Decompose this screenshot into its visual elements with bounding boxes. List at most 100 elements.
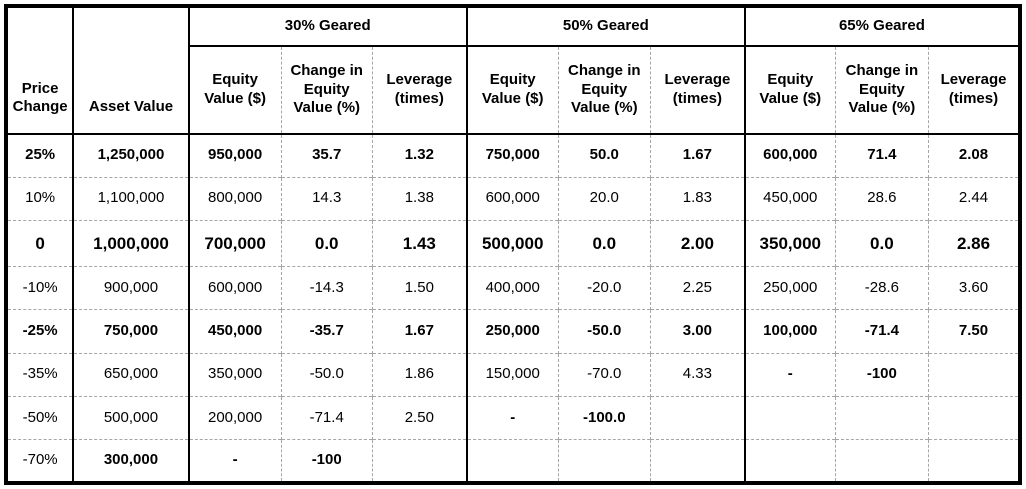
table-cell: 950,000 xyxy=(187,134,282,178)
table-cell: -70% xyxy=(6,439,74,483)
table-cell xyxy=(834,439,929,483)
table-cell: 1.67 xyxy=(371,309,467,354)
table-cell: 7.50 xyxy=(928,309,1020,354)
table-cell: -35% xyxy=(6,352,74,397)
table-cell xyxy=(743,439,836,483)
table-header: Price Change Asset Value 30% Geared 50% … xyxy=(6,6,1020,135)
sub-header-row: Equity Value ($) Change in Equity Value … xyxy=(6,46,1020,135)
table-cell: 1.32 xyxy=(371,134,467,178)
table-cell: 600,000 xyxy=(187,266,282,310)
table-cell xyxy=(743,395,836,440)
table-cell: 2.00 xyxy=(649,219,745,267)
table-cell xyxy=(928,352,1020,397)
table-cell: 2.86 xyxy=(928,219,1020,267)
table-cell: 2.08 xyxy=(928,134,1020,178)
table-cell: -50% xyxy=(6,395,74,440)
table-cell: 350,000 xyxy=(743,219,836,267)
table-cell: 1.43 xyxy=(371,219,467,267)
table-cell: -50.0 xyxy=(557,309,651,354)
table-cell: -100 xyxy=(280,439,373,483)
table-cell: 10% xyxy=(6,176,74,221)
table-cell: 350,000 xyxy=(187,352,282,397)
table-row: -35% 650,000 350,000 -50.0 1.86 150,000 -70.0 4… xyxy=(6,352,1020,397)
table-cell: 35.7 xyxy=(280,134,373,178)
gearing-comparison-table: Price Change Asset Value 30% Geared 50% … xyxy=(4,4,1022,485)
table-cell xyxy=(649,395,745,440)
table-cell: 25% xyxy=(25,146,56,164)
table-cell: -10% xyxy=(6,266,74,310)
table-cell: -100 xyxy=(834,352,929,397)
table-cell: -20.0 xyxy=(557,266,651,310)
col-header-leverage-65: Leverage (times) xyxy=(928,46,1020,135)
table-cell: 250,000 xyxy=(743,266,836,310)
group-header-50-geared: 50% Geared xyxy=(465,6,745,47)
table-cell: 500,000 xyxy=(465,219,559,267)
table-cell: 400,000 xyxy=(465,266,559,310)
col-header-leverage-30: Leverage (times) xyxy=(371,46,467,135)
table-cell: -71.4 xyxy=(280,395,373,440)
table-row: -25% 750,000 450,000 -35.7 1.67 250,000 -50.0 3… xyxy=(6,309,1020,354)
col-header-equity-value-65: Equity Value ($) xyxy=(743,46,836,135)
table-cell: - xyxy=(465,395,559,440)
table-cell: 650,000 xyxy=(72,352,189,397)
table-cell: 700,000 xyxy=(187,219,282,267)
table-cell: 14.3 xyxy=(280,176,373,221)
table-row: -50% 500,000 200,000 -71.4 2.50- -100.0 xyxy=(6,395,1020,440)
table-cell: 1.67 xyxy=(649,134,745,178)
table-cell: 600,000 xyxy=(743,134,836,178)
table-cell xyxy=(557,439,651,483)
table-cell: 1.50 xyxy=(371,266,467,310)
col-header-price-change: Price Change xyxy=(6,6,74,135)
table-cell: -100.0 xyxy=(557,395,651,440)
col-header-change-equity-30: Change in Equity Value (%) xyxy=(280,46,373,135)
table-row: 0 1,000,000 700,000 0.0 1.43 500,000 0.0 2.00 35… xyxy=(6,219,1020,267)
table-cell: 2.50 xyxy=(371,395,467,440)
col-header-equity-value-30: Equity Value ($) xyxy=(187,46,282,135)
table-row: 25% 1,250,000 950,000 35.7 1.32 750,000 50.0 1.… xyxy=(6,134,1020,178)
table-cell: 500,000 xyxy=(72,395,189,440)
table-cell: 3.60 xyxy=(928,266,1020,310)
table-cell: 600,000 xyxy=(465,176,559,221)
group-header-65-geared: 65% Geared xyxy=(743,6,1020,47)
table-cell: - xyxy=(743,352,836,397)
col-header-leverage-50: Leverage (times) xyxy=(649,46,745,135)
table-cell: -25% xyxy=(6,309,74,354)
table-cell: 0.0 xyxy=(834,219,929,267)
table-cell: 28.6 xyxy=(834,176,929,221)
table-cell: 20.0 xyxy=(557,176,651,221)
table-cell: 1,000,000 xyxy=(72,219,189,267)
col-header-asset-value: Asset Value xyxy=(72,6,189,135)
table-cell: 100,000 xyxy=(743,309,836,354)
table-cell xyxy=(371,439,467,483)
group-header-30-geared: 30% Geared xyxy=(187,6,467,47)
group-header-row: Price Change Asset Value 30% Geared 50% … xyxy=(6,6,1020,135)
table-cell: 71.4 xyxy=(834,134,929,178)
table-cell: 900,000 xyxy=(72,266,189,310)
table-cell: -35.7 xyxy=(280,309,373,354)
table-cell: 1,100,000 xyxy=(72,176,189,221)
table-cell: 3.00 xyxy=(649,309,745,354)
table-cell: 450,000 xyxy=(187,309,282,354)
table-cell: -14.3 xyxy=(280,266,373,310)
table-cell: 2.44 xyxy=(928,176,1020,221)
table-cell xyxy=(928,439,1020,483)
table-cell: 50.0 xyxy=(557,134,651,178)
table-cell: 750,000 xyxy=(72,309,189,354)
table-cell: - xyxy=(187,439,282,483)
table-cell: -50.0 xyxy=(280,352,373,397)
table-row: 10% 1,100,000 800,000 14.3 1.38 600,000 20.0 1.… xyxy=(6,176,1020,221)
table-row: -10% 900,000 600,000 -14.3 1.50 400,000 -20.0 2… xyxy=(6,266,1020,310)
table-body: 25% 1,250,000 950,000 35.7 1.32 750,000 50.0 1.… xyxy=(6,134,1020,483)
table-cell: 4.33 xyxy=(649,352,745,397)
table-cell xyxy=(465,439,559,483)
col-header-equity-value-50: Equity Value ($) xyxy=(465,46,559,135)
table-cell: 200,000 xyxy=(187,395,282,440)
table-cell: -28.6 xyxy=(834,266,929,310)
table-cell xyxy=(928,395,1020,440)
table-cell: 450,000 xyxy=(743,176,836,221)
table-cell: 250,000 xyxy=(465,309,559,354)
table-cell: 1,250,000 xyxy=(72,134,189,178)
table-cell xyxy=(834,395,929,440)
table-cell: -71.4 xyxy=(834,309,929,354)
